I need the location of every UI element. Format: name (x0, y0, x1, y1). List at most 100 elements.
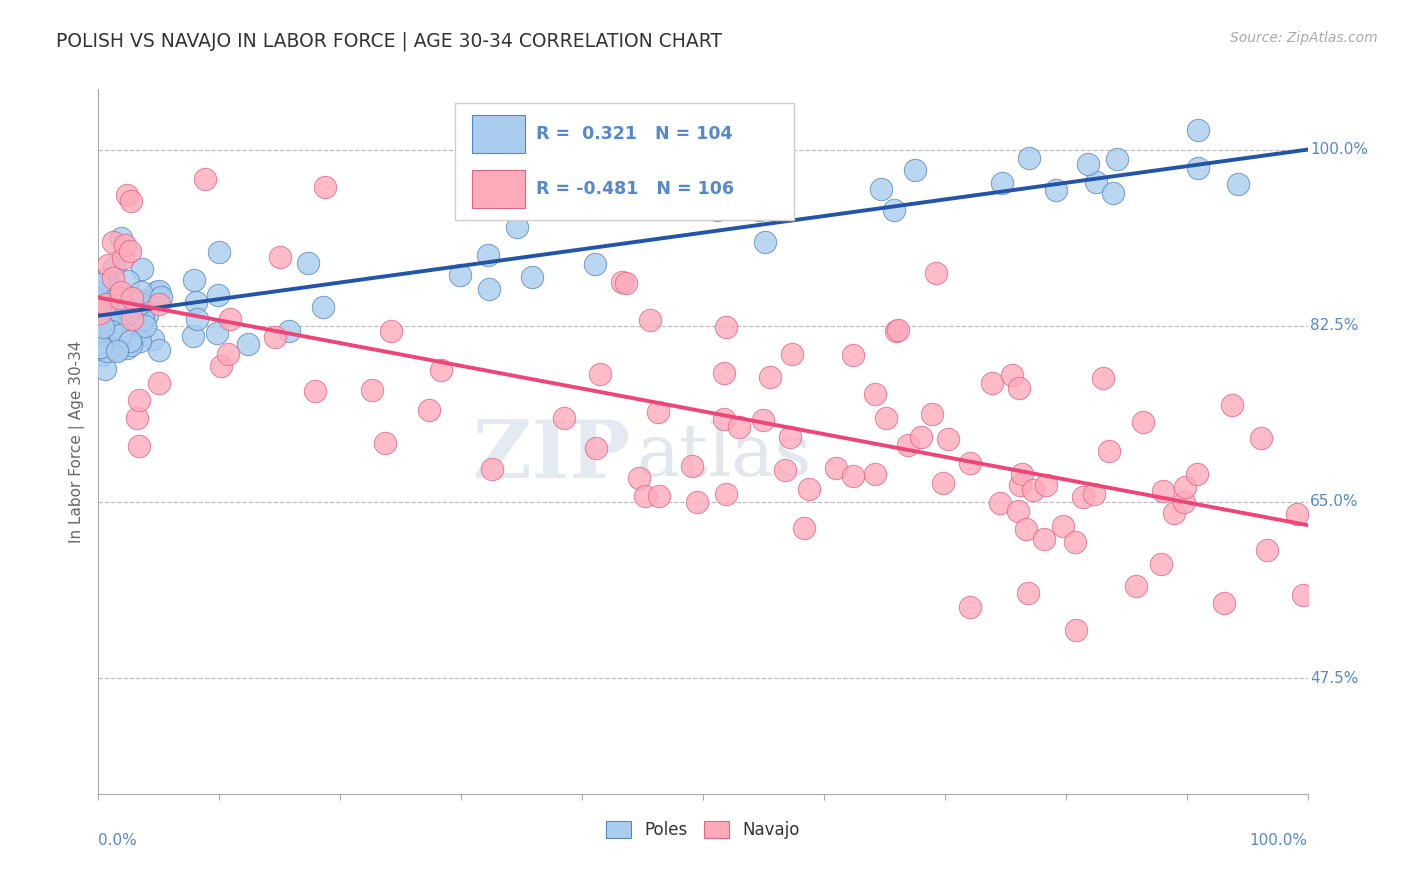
Point (553, 411, 575, 425)
Point (118, 244, 141, 259)
Point (910, 430, 932, 444)
Point (89, 306, 111, 320)
Point (991, 176, 1014, 190)
Point (1071, 491, 1094, 505)
Point (647, 405, 669, 419)
Point (980, 376, 1002, 390)
Point (297, 256, 319, 270)
Point (110, 285, 132, 300)
Point (685, 495, 707, 509)
Point (149, 290, 172, 304)
Point (312, 300, 335, 314)
Point (887, 322, 910, 336)
Point (110, 297, 132, 311)
Point (96, 310, 118, 324)
Point (628, 471, 651, 485)
Point (925, 266, 948, 280)
Point (134, 293, 156, 308)
Point (449, 268, 471, 282)
Point (477, 248, 499, 262)
Point (506, 219, 529, 234)
Point (100, 313, 122, 327)
Point (97, 300, 120, 314)
Point (713, 366, 735, 380)
Point (117, 294, 139, 309)
Point (96, 344, 118, 359)
Point (93, 284, 115, 298)
Point (875, 410, 897, 425)
Point (904, 163, 927, 178)
Point (1045, 184, 1067, 198)
Point (936, 433, 959, 447)
Text: 0.0%: 0.0% (98, 832, 138, 847)
Point (118, 334, 141, 349)
Point (91, 349, 114, 363)
Point (380, 324, 402, 338)
Point (101, 301, 124, 315)
Text: 47.5%: 47.5% (1310, 671, 1358, 686)
Point (1015, 522, 1038, 536)
Point (105, 342, 128, 356)
Point (118, 318, 141, 333)
Point (921, 407, 943, 421)
Point (1250, 431, 1272, 445)
Point (87, 324, 110, 338)
Point (129, 295, 152, 310)
Point (142, 332, 165, 346)
Point (87, 293, 110, 308)
Point (752, 413, 775, 427)
Point (115, 303, 138, 318)
Point (583, 257, 606, 271)
Point (94, 308, 117, 322)
Point (134, 319, 156, 334)
Point (94, 298, 117, 312)
Point (114, 238, 136, 252)
Point (1085, 175, 1108, 189)
Point (793, 520, 815, 534)
Point (122, 315, 145, 329)
Point (136, 308, 159, 322)
Point (89, 277, 111, 291)
Point (1064, 535, 1087, 549)
Point (90, 340, 112, 354)
Point (1101, 186, 1123, 201)
Point (122, 301, 145, 315)
Point (117, 274, 139, 288)
Text: 82.5%: 82.5% (1310, 318, 1358, 334)
Point (184, 294, 207, 309)
Point (1032, 532, 1054, 546)
Point (100, 324, 122, 338)
Point (101, 285, 124, 300)
Point (1008, 381, 1031, 395)
Point (863, 386, 886, 401)
Point (114, 310, 136, 324)
Y-axis label: In Labor Force | Age 30-34: In Labor Force | Age 30-34 (69, 340, 84, 543)
Point (148, 284, 170, 298)
Point (217, 347, 239, 361)
Point (429, 362, 451, 376)
Point (1187, 123, 1209, 137)
Point (897, 438, 920, 452)
Point (714, 487, 737, 501)
Point (1227, 178, 1250, 192)
Point (863, 467, 886, 482)
Point (110, 231, 132, 245)
Point (1152, 483, 1174, 498)
Point (90, 313, 112, 327)
Point (120, 194, 142, 208)
Point (884, 325, 907, 339)
Point (1007, 504, 1029, 518)
Point (585, 441, 607, 455)
Point (131, 285, 153, 300)
Point (648, 489, 671, 503)
Point (727, 419, 749, 434)
Point (638, 313, 661, 327)
Point (131, 319, 153, 334)
Point (128, 439, 150, 453)
Point (1132, 415, 1154, 429)
Point (131, 295, 153, 310)
Point (990, 496, 1012, 510)
Point (1091, 371, 1114, 385)
Point (115, 341, 138, 355)
Point (194, 172, 217, 186)
